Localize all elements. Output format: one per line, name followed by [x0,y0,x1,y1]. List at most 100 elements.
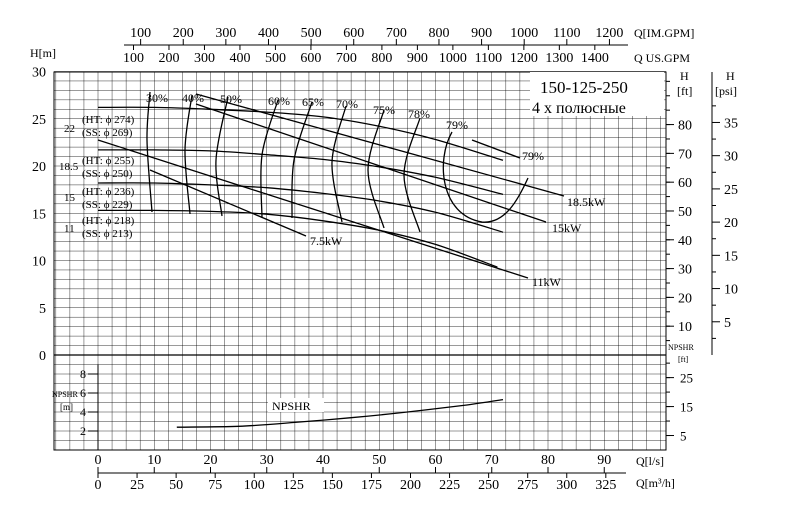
right-ft-tick-label: 10 [678,320,692,335]
bottom-m3h-tick-label: 150 [322,478,343,493]
bottom-m3h-tick-label: 75 [208,478,222,493]
npshr-axis-unit: [m] [60,402,73,412]
bottom-m3h-tick-label: 275 [517,478,538,493]
head-curve-1 [97,149,504,196]
efficiency-label-79b: 79% [522,149,544,163]
impeller-ss: (SS: ϕ 269) [82,127,133,139]
right-ft-tick-label: 20 [678,291,692,306]
efficiency-curve-79-loop [442,131,529,223]
npshr-tick-label: 8 [80,367,86,381]
bottom-m3h-tick-label: 25 [130,478,144,493]
head-curve-0 [97,106,504,161]
head-curve-2 [97,182,504,233]
efficiency-label-75: 75% [373,103,395,117]
top-usgpm-tick-label: 400 [229,51,250,66]
right-psi-tick-label: 35 [724,116,738,131]
top-usgpm-tick-label: 900 [407,51,428,66]
bottom-m3h-tick-label: 100 [244,478,265,493]
bottom-ls-tick-label: 40 [316,453,330,468]
chart-curves [97,91,565,428]
poles-label: 4 х полюсные [532,100,626,117]
bottom-m3h-tick-label: 0 [95,478,102,493]
top-usgpm-axis-title: Q US.GPM [634,51,690,65]
right-psi-tick-label: 25 [724,183,738,198]
plot-frame [53,71,667,451]
bottom-m3h-tick-label: 300 [556,478,577,493]
power-label-15kw: 15kW [552,221,582,235]
top-usgpm-tick-label: 1200 [510,51,538,66]
power-line [149,169,307,237]
power-line [195,103,547,223]
left-axis-title: H[m] [30,46,56,60]
top-imgpm-tick-label: 100 [130,26,151,41]
impeller-ht: (HT: ϕ 274) [82,114,135,126]
right-ft-tick-label: 30 [678,263,692,278]
model-title-box [530,72,664,116]
bottom-ls-axis-title: Q[l/s] [636,454,664,468]
npshr-tick-label: 2 [80,424,86,438]
top-imgpm-tick-label: 400 [258,26,279,41]
right-ft-axis-unit: [ft] [677,84,692,98]
top-imgpm-axis-title: Q[IM.GPM] [634,26,694,40]
right-npshr-tick-label: 5 [680,429,687,444]
impeller-ht: (HT: ϕ 236) [82,186,135,198]
bottom-ls-tick-label: 60 [429,453,443,468]
impeller-head: 11 [64,223,75,235]
impeller-label-15: 15 (HT: ϕ 236) (SS: ϕ 229) [64,186,135,211]
efficiency-curve [146,91,153,213]
top-imgpm-tick-label: 800 [428,26,449,41]
model-title: 150-125-250 [540,78,628,97]
top-usgpm-tick-label: 1400 [581,51,609,66]
efficiency-label-79a: 79% [446,118,468,132]
bottom-m3h-tick-label: 325 [595,478,616,493]
left-axis-tick-label: 0 [39,349,46,364]
power-label-18-5kw: 18.5kW [567,195,606,209]
efficiency-curve [367,109,385,229]
top-imgpm-tick-label: 1000 [510,26,538,41]
bottom-m3h-tick-label: 250 [478,478,499,493]
right-psi-tick-label: 20 [724,216,738,231]
efficiency-label-50: 50% [220,92,242,106]
efficiency-curve [215,96,229,217]
impeller-head: 22 [64,123,75,135]
power-label-11kw: 11kW [532,275,562,289]
top-imgpm-tick-label: 300 [215,26,236,41]
bottom-m3h-tick-label: 50 [169,478,183,493]
top-usgpm-tick-label: 800 [371,51,392,66]
head-curve-3 [97,209,498,268]
bottom-ls-tick-label: 70 [485,453,499,468]
right-psi-axis-title: H [726,69,735,83]
chart-axes: 0510152025302468102030405060708051015202… [32,26,738,493]
right-npshr-tick-label: 15 [680,400,693,415]
impeller-ht: (HT: ϕ 255) [82,155,135,167]
bottom-ls-tick-label: 80 [541,453,555,468]
impeller-ht: (HT: ϕ 218) [82,215,135,227]
efficiency-label-60: 60% [268,94,290,108]
left-axis-tick-label: 20 [32,160,46,175]
right-npshr-axis-title: NPSHR [668,343,694,352]
left-axis-tick-label: 25 [32,113,46,128]
power-label-7-5kw: 7.5kW [310,234,343,248]
right-psi-tick-label: 5 [724,316,731,331]
right-psi-tick-label: 15 [724,249,738,264]
bottom-ls-tick-label: 50 [372,453,386,468]
efficiency-label-78: 78% [408,107,430,121]
right-ft-tick-label: 50 [678,205,692,220]
left-axis-tick-label: 30 [32,66,46,81]
efficiency-curve-79-leader [471,139,521,159]
impeller-ss: (SS: ϕ 250) [82,168,133,180]
top-imgpm-tick-label: 1200 [595,26,623,41]
npshr-axis-title: NPSHR [52,390,78,399]
bottom-m3h-tick-label: 200 [400,478,421,493]
impeller-label-22: 22 (HT: ϕ 274) (SS: ϕ 269) [64,114,135,139]
top-usgpm-tick-label: 600 [300,51,321,66]
impeller-ss: (SS: ϕ 229) [82,199,133,211]
top-imgpm-tick-label: 500 [301,26,322,41]
right-psi-tick-label: 10 [724,283,738,298]
efficiency-label-65: 65% [302,95,324,109]
npshr-label-bg [268,398,324,412]
right-npshr-tick-label: 25 [680,371,693,386]
right-npshr-axis-unit: [ft] [678,355,689,364]
efficiency-label-70: 70% [336,97,358,111]
